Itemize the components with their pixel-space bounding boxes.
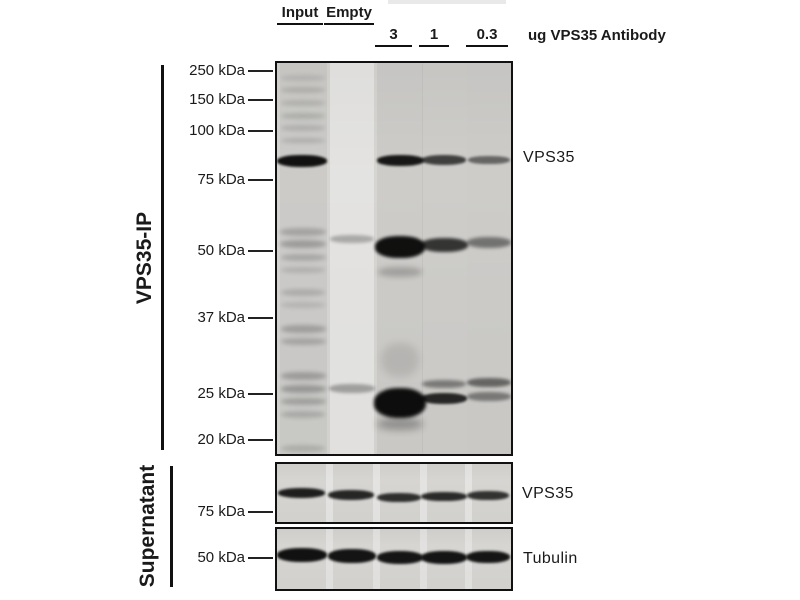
marker-label: 75 kDa	[197, 503, 245, 520]
lane-shading	[373, 464, 380, 522]
blot-band	[280, 372, 326, 380]
blot-band	[420, 238, 468, 252]
lane-label-empty: Empty	[324, 5, 374, 25]
blot-band	[467, 490, 509, 500]
blot-band	[375, 236, 425, 258]
marker-label: 75 kDa	[197, 171, 245, 188]
blot-band	[381, 343, 419, 377]
blot-band	[466, 551, 510, 563]
blot-panel-sup	[275, 462, 513, 524]
blot-band	[280, 228, 326, 236]
marker-label: 25 kDa	[197, 385, 245, 402]
blot-band	[280, 397, 326, 405]
blot-band	[467, 391, 511, 401]
blot-band	[328, 490, 374, 500]
target-label-vps35-supernatant: VPS35	[522, 485, 574, 502]
lane-label-input: Input	[277, 5, 323, 25]
blot-band	[281, 137, 325, 143]
blot-panel-tub	[275, 527, 513, 591]
cropped-top-bar	[388, 0, 506, 4]
blot-band	[421, 392, 467, 404]
lane-shading	[373, 529, 380, 589]
blot-band	[277, 548, 327, 562]
target-label-tubulin: Tubulin	[523, 550, 578, 567]
blot-band	[377, 492, 421, 502]
marker-tick	[248, 99, 273, 101]
marker-tick	[248, 179, 273, 181]
blot-band	[280, 325, 326, 333]
blot-band	[281, 100, 325, 106]
marker-label: 150 kDa	[189, 91, 245, 108]
blot-band	[328, 549, 376, 563]
blot-band	[281, 113, 325, 119]
blot-band	[277, 155, 327, 167]
blot-band	[377, 550, 423, 564]
blot-band	[281, 302, 325, 308]
blot-band	[281, 288, 325, 296]
blot-band	[422, 380, 466, 388]
marker-label: 100 kDa	[189, 122, 245, 139]
marker-tick	[248, 317, 273, 319]
blot-band	[277, 488, 325, 498]
lane-shading	[467, 63, 511, 454]
blot-band	[467, 377, 511, 387]
blot-band	[280, 240, 326, 248]
lane-shading	[280, 63, 327, 454]
antibody-unit-label: ug VPS35 Antibody	[528, 27, 666, 44]
antibody-amount-3: 3	[375, 27, 412, 47]
blot-band	[376, 154, 424, 166]
blot-band	[421, 491, 467, 501]
blot-band	[374, 388, 426, 418]
marker-tick	[248, 439, 273, 441]
marker-tick	[248, 557, 273, 559]
lane-shading	[330, 63, 374, 454]
blot-band	[281, 410, 325, 418]
blot-band	[330, 235, 374, 243]
blot-band	[467, 236, 511, 248]
marker-tick	[248, 130, 273, 132]
marker-label: 50 kDa	[197, 549, 245, 566]
blot-band	[281, 125, 325, 131]
blot-band	[468, 156, 510, 164]
group-label-supernatant: Supernatant	[136, 464, 159, 588]
antibody-amount-0.3: 0.3	[466, 27, 508, 47]
marker-tick	[248, 393, 273, 395]
marker-tick	[248, 511, 273, 513]
blot-band	[281, 267, 325, 273]
marker-label: 50 kDa	[197, 242, 245, 259]
blot-band	[280, 385, 326, 393]
blot-band	[281, 444, 325, 452]
marker-label: 20 kDa	[197, 431, 245, 448]
marker-label: 250 kDa	[189, 62, 245, 79]
marker-tick	[248, 70, 273, 72]
blot-band	[280, 337, 326, 345]
blot-band	[378, 267, 422, 277]
blot-band	[281, 75, 325, 81]
blot-band	[421, 550, 467, 564]
blot-band	[280, 253, 326, 261]
vps35-ip-bracket-line	[161, 65, 164, 450]
blot-band	[422, 155, 466, 165]
blot-band	[281, 87, 325, 93]
target-label-vps35-ip: VPS35	[523, 149, 575, 166]
blot-band	[377, 418, 423, 430]
blot-panel-ip	[275, 61, 513, 456]
blot-band	[329, 383, 375, 393]
marker-tick	[248, 250, 273, 252]
marker-label: 37 kDa	[197, 309, 245, 326]
supernatant-bracket-line	[170, 466, 173, 587]
antibody-amount-1: 1	[419, 27, 449, 47]
